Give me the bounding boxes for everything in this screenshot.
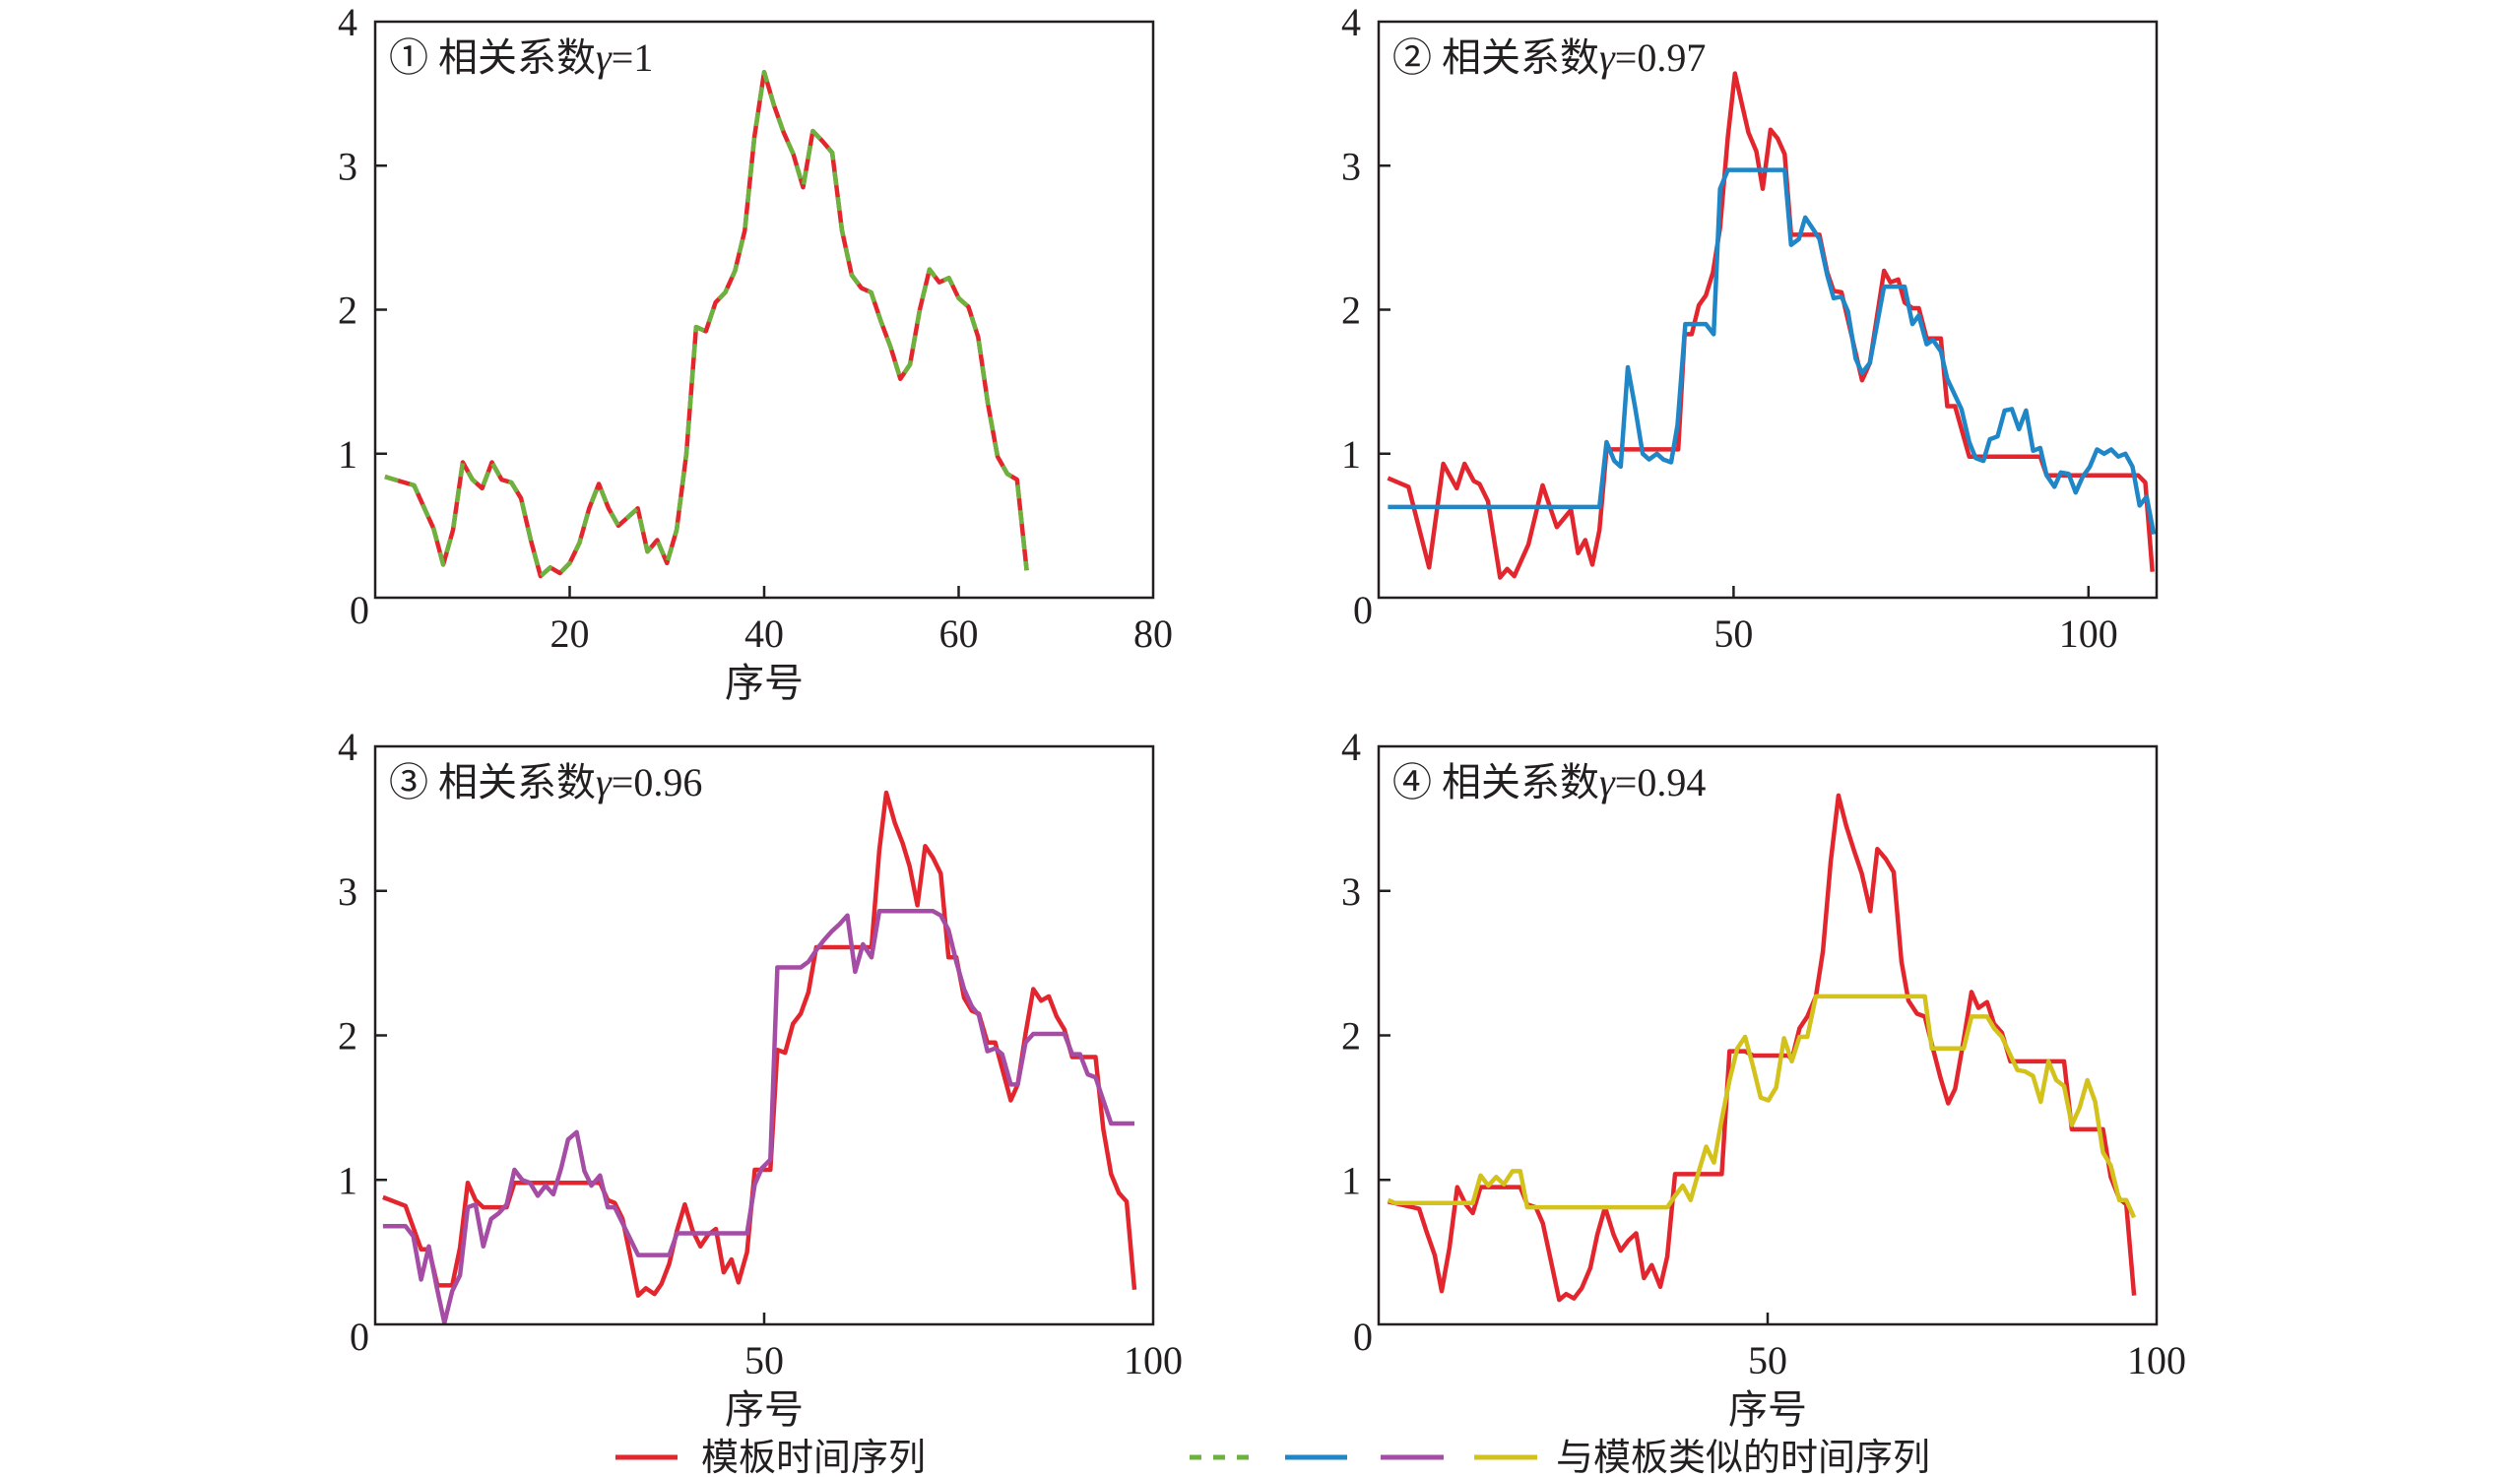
y-tick-label: 4 (1341, 0, 1361, 44)
y-tick-label: 2 (1341, 289, 1361, 333)
panel-title: ④ 相关系数γ=0.94 (1392, 760, 1706, 804)
x-tick-label: 50 (1713, 611, 1753, 656)
y-tick-label: 4 (338, 725, 357, 769)
x-tick-label: 100 (2059, 611, 2118, 656)
template-series-line (1387, 71, 2155, 580)
y-tick-label: 0 (1353, 1315, 1373, 1359)
y-tick-label: 0 (1353, 588, 1373, 632)
panel-title: ① 相关系数γ=1 (389, 35, 653, 80)
similar-series-line (382, 909, 1134, 1325)
y-tick-label: 3 (338, 869, 357, 914)
x-tick-label: 40 (744, 611, 784, 656)
y-tick-label: 4 (1341, 725, 1361, 769)
plot-frame (1377, 20, 2159, 600)
panel-2: 0 1 2 3 4 50 100 ② 相关系数γ=0.97 (1341, 0, 2159, 656)
y-tick-label: 0 (350, 588, 369, 632)
panel-title-prefix: ② 相关系数 (1392, 35, 1599, 80)
panel-title-prefix: ③ 相关系数 (389, 760, 596, 804)
x-tick-label: 100 (2127, 1338, 2186, 1382)
panel-title: ③ 相关系数γ=0.96 (389, 760, 702, 804)
panel-3: 0 1 2 3 4 50 100 序号 ③ 相关系数γ=0.96 (338, 725, 1183, 1432)
panel-title-value: =0.94 (1615, 760, 1707, 804)
x-axis-label: 序号 (725, 1387, 804, 1432)
template-series-line (382, 790, 1137, 1298)
y-tick-label: 1 (338, 432, 357, 477)
y-tick-label: 1 (1341, 432, 1361, 477)
y-tick-label: 2 (1341, 1014, 1361, 1059)
x-tick-label: 100 (1124, 1338, 1183, 1382)
legend: 模板时间序列 与模板类似的时间序列 (615, 1438, 1930, 1477)
legend-similar-label: 与模板类似的时间序列 (1556, 1438, 1930, 1477)
template-series-line (384, 69, 1029, 579)
x-axis-label: 序号 (1728, 1387, 1807, 1432)
panel-1: 0 1 2 3 4 20 40 60 80 序号 ① 相关系数γ=1 (338, 0, 1173, 705)
plot-frame (1377, 744, 2159, 1326)
x-tick-label: 50 (1748, 1338, 1787, 1382)
x-tick-label: 20 (550, 611, 590, 656)
panel-title-gamma: γ (1599, 35, 1616, 80)
y-tick-label: 2 (338, 1014, 357, 1059)
panel-title-prefix: ④ 相关系数 (1392, 760, 1599, 804)
y-tick-label: 3 (1341, 869, 1361, 914)
x-tick-label: 60 (939, 611, 979, 656)
y-tick-label: 1 (338, 1158, 357, 1202)
y-tick-label: 0 (350, 1315, 369, 1359)
y-tick-label: 4 (338, 0, 357, 44)
template-series-line (1387, 793, 2137, 1303)
y-tick-label: 3 (338, 144, 357, 188)
similar-series-line (1387, 994, 2137, 1219)
y-tick-label: 1 (1341, 1158, 1361, 1202)
panel-title-value: =1 (612, 35, 654, 80)
plot-frame (373, 20, 1155, 600)
panel-title-gamma: γ (596, 35, 613, 80)
x-axis-label: 序号 (725, 661, 804, 705)
panel-title-gamma: γ (596, 760, 613, 804)
panel-title-value: =0.97 (1615, 35, 1707, 80)
x-tick-label: 80 (1133, 611, 1173, 656)
similar-series-line (1388, 167, 2157, 536)
panel-title-gamma: γ (1599, 760, 1616, 804)
y-tick-label: 2 (338, 289, 357, 333)
panel-title-value: =0.96 (612, 760, 703, 804)
legend-template-label: 模板时间序列 (701, 1438, 926, 1477)
similar-series-line (384, 69, 1029, 579)
x-tick-label: 50 (744, 1338, 784, 1382)
panel-title: ② 相关系数γ=0.97 (1392, 35, 1706, 80)
panel-title-prefix: ① 相关系数 (389, 35, 596, 80)
y-tick-label: 3 (1341, 144, 1361, 188)
panel-4: 0 1 2 3 4 50 100 序号 ④ 相关系数γ=0.94 (1341, 725, 2186, 1432)
